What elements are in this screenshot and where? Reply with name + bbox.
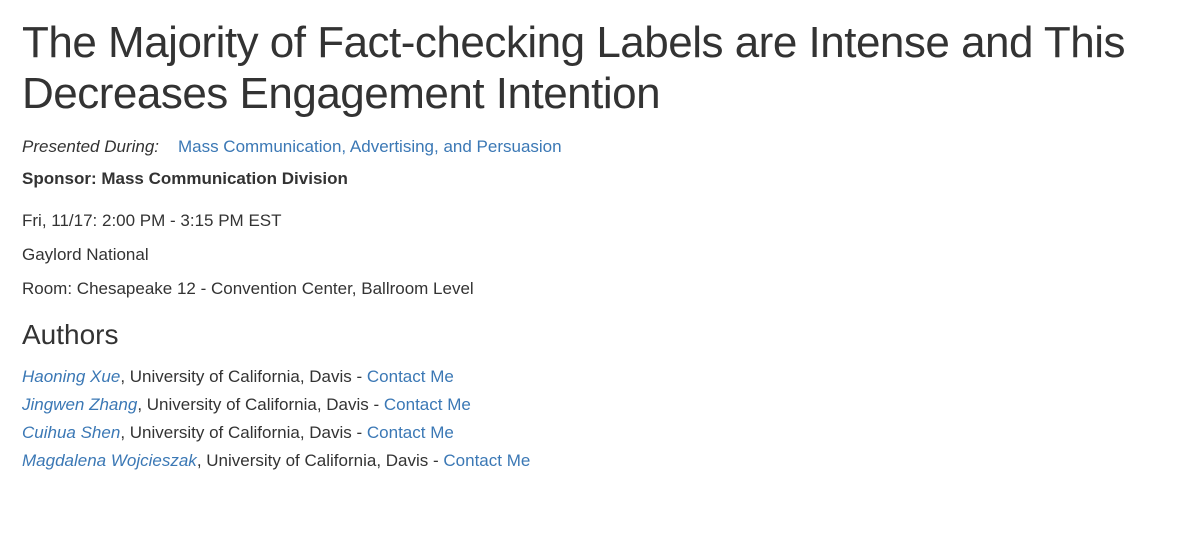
- author-line: Jingwen Zhang, University of California,…: [22, 395, 1178, 415]
- sponsor-label: Sponsor:: [22, 169, 97, 188]
- authors-list: Haoning Xue, University of California, D…: [22, 367, 1178, 471]
- page-title: The Majority of Fact-checking Labels are…: [22, 18, 1178, 119]
- author-name-link[interactable]: Jingwen Zhang: [22, 395, 137, 414]
- author-line: Magdalena Wojcieszak, University of Cali…: [22, 451, 1178, 471]
- author-affiliation: , University of California, Davis -: [197, 451, 444, 470]
- authors-heading: Authors: [22, 319, 1178, 351]
- sponsor-value: Mass Communication Division: [101, 169, 348, 188]
- author-line: Haoning Xue, University of California, D…: [22, 367, 1178, 387]
- sponsor-line: Sponsor: Mass Communication Division: [22, 169, 1178, 189]
- author-affiliation: , University of California, Davis -: [120, 367, 367, 386]
- session-datetime: Fri, 11/17: 2:00 PM - 3:15 PM EST: [22, 211, 1178, 231]
- presented-during-line: Presented During: Mass Communication, Ad…: [22, 137, 1178, 157]
- author-name-link[interactable]: Haoning Xue: [22, 367, 120, 386]
- author-name-link[interactable]: Cuihua Shen: [22, 423, 120, 442]
- author-affiliation: , University of California, Davis -: [137, 395, 384, 414]
- author-line: Cuihua Shen, University of California, D…: [22, 423, 1178, 443]
- presented-during-link[interactable]: Mass Communication, Advertising, and Per…: [178, 137, 562, 156]
- presented-during-label: Presented During:: [22, 137, 159, 156]
- session-venue: Gaylord National: [22, 245, 1178, 265]
- author-affiliation: , University of California, Davis -: [120, 423, 367, 442]
- contact-me-link[interactable]: Contact Me: [384, 395, 471, 414]
- contact-me-link[interactable]: Contact Me: [443, 451, 530, 470]
- contact-me-link[interactable]: Contact Me: [367, 423, 454, 442]
- contact-me-link[interactable]: Contact Me: [367, 367, 454, 386]
- session-room: Room: Chesapeake 12 - Convention Center,…: [22, 279, 1178, 299]
- author-name-link[interactable]: Magdalena Wojcieszak: [22, 451, 197, 470]
